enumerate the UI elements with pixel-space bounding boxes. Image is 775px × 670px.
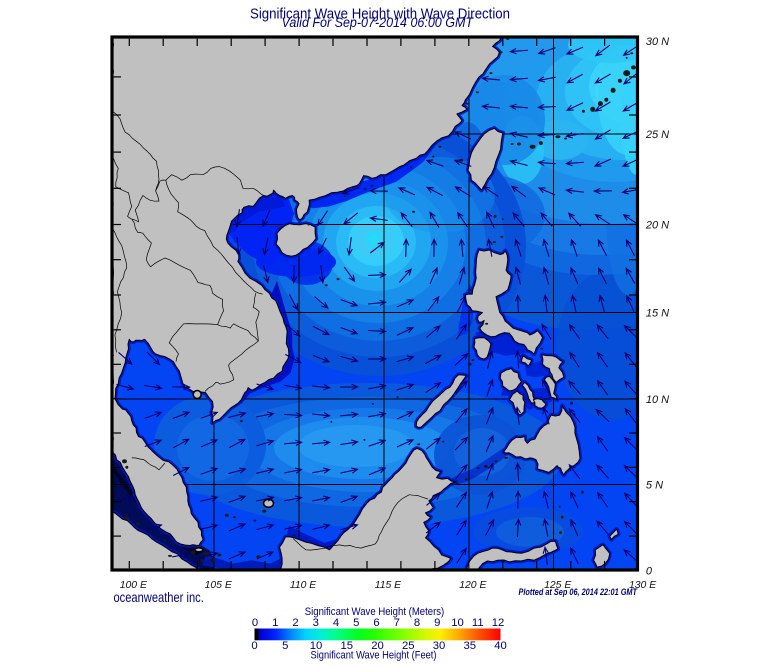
svg-text:12: 12 bbox=[492, 617, 505, 629]
svg-text:11: 11 bbox=[472, 617, 484, 629]
svg-text:20 N: 20 N bbox=[645, 220, 669, 232]
svg-text:7: 7 bbox=[394, 617, 400, 629]
svg-text:oceanweather inc.: oceanweather inc. bbox=[114, 589, 204, 605]
svg-text:5: 5 bbox=[353, 617, 359, 629]
svg-text:1: 1 bbox=[272, 617, 278, 629]
svg-text:125 E: 125 E bbox=[544, 580, 572, 591]
svg-text:10: 10 bbox=[451, 617, 464, 629]
svg-text:5: 5 bbox=[282, 640, 288, 652]
svg-text:25: 25 bbox=[402, 640, 415, 652]
svg-text:Plotted at Sep 06, 2014 22:01: Plotted at Sep 06, 2014 22:01 GMT bbox=[519, 587, 638, 598]
svg-text:40: 40 bbox=[494, 640, 507, 652]
svg-text:10 N: 10 N bbox=[646, 394, 669, 406]
svg-text:20: 20 bbox=[371, 640, 384, 652]
svg-text:115 E: 115 E bbox=[375, 580, 402, 591]
svg-text:8: 8 bbox=[414, 617, 420, 629]
svg-text:Significant Wave Height with W: Significant Wave Height with Wave Direct… bbox=[250, 7, 510, 23]
svg-text:15: 15 bbox=[340, 640, 353, 652]
svg-text:105 E: 105 E bbox=[205, 580, 233, 591]
svg-text:0: 0 bbox=[252, 617, 258, 629]
svg-text:Significant Wave Height (Feet): Significant Wave Height (Feet) bbox=[311, 650, 437, 662]
svg-text:0: 0 bbox=[646, 566, 653, 578]
svg-text:30: 30 bbox=[433, 640, 446, 652]
svg-text:110 E: 110 E bbox=[290, 580, 317, 591]
svg-text:5 N: 5 N bbox=[646, 479, 663, 491]
svg-text:25 N: 25 N bbox=[645, 129, 669, 141]
svg-text:4: 4 bbox=[333, 617, 339, 629]
svg-text:0: 0 bbox=[251, 640, 257, 652]
svg-text:2: 2 bbox=[292, 617, 298, 629]
svg-text:30 N: 30 N bbox=[646, 36, 669, 48]
svg-text:15 N: 15 N bbox=[646, 308, 669, 320]
svg-text:3: 3 bbox=[313, 617, 319, 629]
svg-text:6: 6 bbox=[373, 617, 379, 629]
svg-text:10: 10 bbox=[310, 640, 323, 652]
svg-text:130 E: 130 E bbox=[629, 580, 657, 591]
svg-text:35: 35 bbox=[463, 640, 476, 652]
svg-text:100 E: 100 E bbox=[120, 580, 148, 591]
svg-text:Significant Wave Height (Meter: Significant Wave Height (Meters) bbox=[305, 606, 445, 618]
svg-text:9: 9 bbox=[434, 617, 440, 629]
svg-text:120 E: 120 E bbox=[459, 580, 487, 591]
svg-text:Valid For Sep-07-2014 06:00 GM: Valid For Sep-07-2014 06:00 GMT bbox=[282, 15, 474, 30]
